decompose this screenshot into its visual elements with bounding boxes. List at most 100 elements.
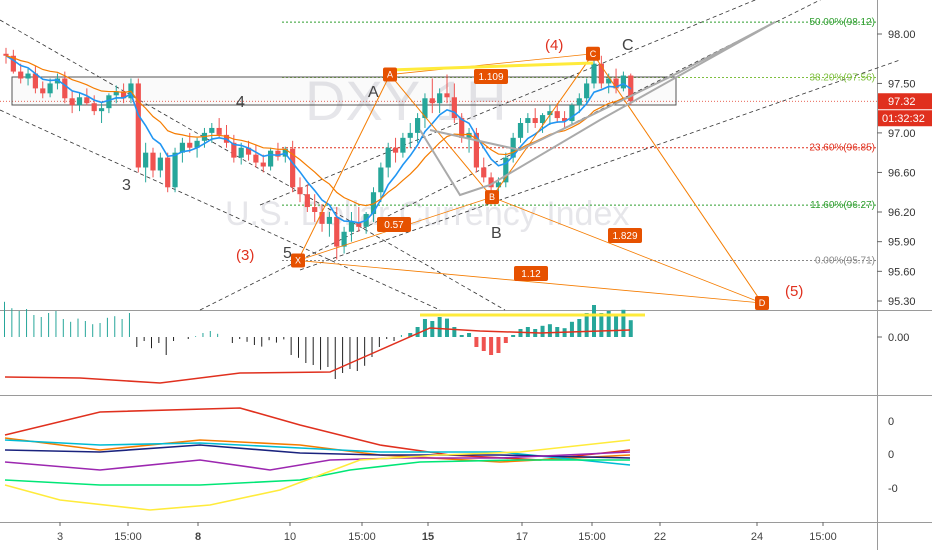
candle-body: [385, 147, 391, 168]
candle-body: [620, 75, 626, 89]
price-tick-label: 97.00: [888, 128, 916, 140]
macd-bar: [445, 318, 449, 337]
watermark-name: U.S. Dollar Currency Index: [225, 195, 629, 233]
macd-bar: [312, 337, 314, 365]
pattern-ratio-line: [491, 196, 763, 304]
price-tick-label: 95.90: [888, 237, 916, 249]
candle-body: [84, 97, 90, 104]
macd-bar: [202, 333, 204, 337]
candle-body: [209, 127, 215, 133]
macd-bar: [239, 337, 241, 339]
macd-bar: [231, 337, 233, 343]
macd-bar: [48, 313, 50, 337]
candle-body: [591, 63, 597, 84]
oscillator-tick: 0: [888, 416, 894, 428]
fib-level-label: 11.60%(96.27): [810, 200, 875, 211]
fib-level-label: 50.00%(98.12): [809, 17, 875, 28]
macd-bar: [18, 311, 20, 337]
price-tick-label: 96.60: [888, 167, 916, 179]
macd-bar: [136, 337, 138, 347]
macd-bar: [356, 337, 358, 371]
oscillator-line: [4, 407, 631, 461]
candle-body: [407, 132, 413, 138]
time-tick-label: 10: [284, 531, 296, 543]
macd-bar: [11, 308, 13, 337]
ratio-box: [377, 217, 411, 232]
macd-bar: [298, 337, 299, 358]
channel-line: [0, 109, 441, 311]
macd-bar: [70, 321, 72, 337]
candle-body: [539, 115, 546, 123]
pattern-point-marker: [755, 295, 769, 310]
wave-label-red: (5): [785, 283, 803, 300]
macd-bar: [489, 337, 494, 355]
candle-body: [268, 150, 274, 167]
candle-body: [54, 78, 61, 84]
fib-level-label: 23.60%(96.85): [809, 143, 875, 154]
candle-body: [76, 97, 83, 106]
candle-body: [187, 142, 193, 148]
candle-body: [606, 78, 612, 84]
candle-body: [216, 127, 222, 135]
macd-bar: [84, 321, 86, 337]
macd-bar: [393, 337, 395, 341]
macd-bar: [621, 309, 626, 337]
candle-body: [135, 83, 141, 168]
macd-bar: [55, 311, 57, 337]
time-tick-label: 17: [516, 531, 528, 543]
wave-label-red: (4): [545, 37, 563, 54]
macd-bar: [342, 337, 344, 373]
oscillator-panel[interactable]: 0 0 -0: [4, 407, 898, 511]
candle-body: [451, 97, 457, 119]
macd-bar: [305, 337, 307, 363]
candle-body: [488, 177, 494, 188]
pattern-point-marker: [586, 46, 600, 61]
oscillator-tick: -0: [888, 483, 898, 495]
candle-body: [415, 118, 421, 133]
wave-label: A: [368, 84, 379, 101]
candle-body: [613, 78, 619, 89]
candle-body: [304, 194, 310, 208]
macd-bar: [474, 337, 479, 347]
fib-level-label: 0.00%(95.71): [815, 255, 875, 266]
pattern-point-marker: [485, 190, 499, 205]
candle-body: [466, 132, 472, 138]
price-tick-label: 96.20: [888, 207, 916, 219]
wedge-shape: [419, 21, 776, 197]
candle-body: [121, 91, 127, 99]
candle-body: [503, 157, 509, 183]
harmonic-pattern[interactable]: X A B C D 1.109 0.57 1.829 1.12: [291, 21, 776, 310]
candle-body: [150, 152, 156, 171]
candle-body: [40, 88, 46, 94]
candle-body: [165, 157, 171, 188]
candle-body: [576, 98, 582, 106]
macd-bar: [151, 337, 152, 349]
macd-panel[interactable]: 0.00: [4, 301, 909, 384]
candle-body: [32, 73, 38, 89]
candle-body: [459, 118, 465, 138]
candle-body: [106, 95, 112, 109]
candle-body: [69, 98, 75, 106]
macd-bar: [217, 333, 219, 337]
macd-bar: [77, 318, 79, 337]
candle-body: [495, 182, 502, 188]
candle-body: [312, 207, 318, 212]
macd-bar: [349, 337, 351, 369]
candle-body: [157, 157, 163, 171]
fib-level-label: 38.20%(97.56): [809, 73, 875, 84]
macd-bar: [261, 337, 263, 347]
pattern-ratio-line: [297, 260, 763, 304]
price-tick-label: 95.30: [888, 296, 916, 308]
macd-bar: [503, 337, 508, 343]
oscillator-line: [4, 451, 631, 471]
range-box[interactable]: [11, 76, 677, 106]
macd-bar: [386, 337, 388, 339]
macd-bar: [334, 337, 336, 379]
macd-bar: [452, 327, 457, 337]
time-tick-label: 22: [654, 531, 666, 543]
time-tick-label: 15:00: [114, 531, 142, 543]
macd-bar: [128, 313, 130, 337]
time-tick-label: 3: [57, 531, 63, 543]
candle-body: [10, 55, 16, 72]
